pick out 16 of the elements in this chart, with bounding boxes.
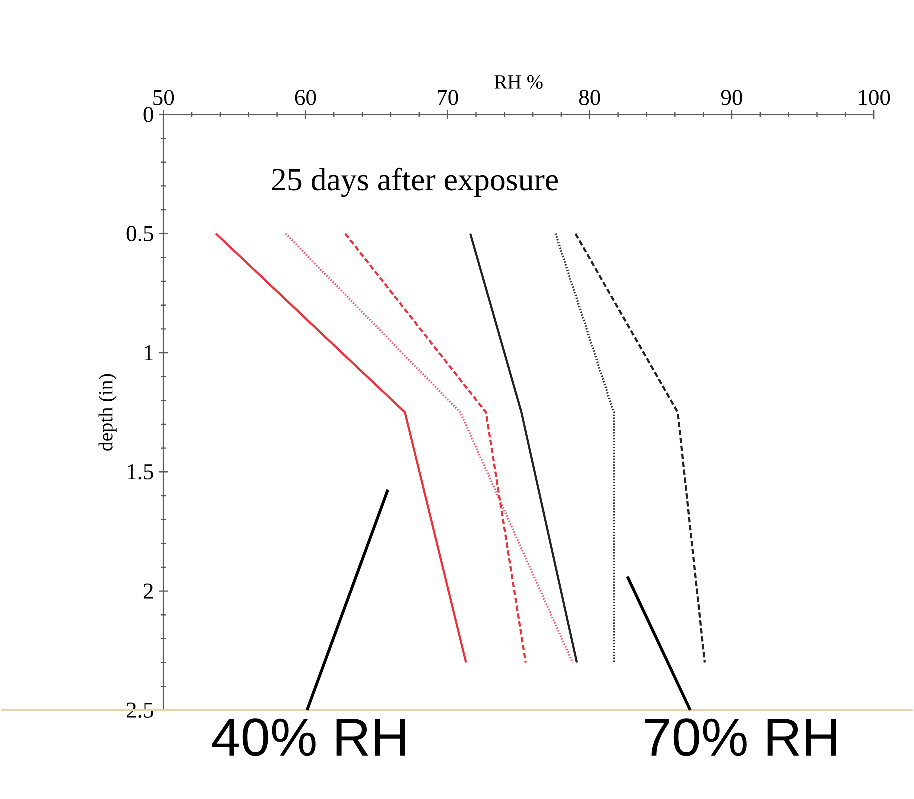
text: 40% RH: [212, 718, 405, 756]
annotation: 25 days after exposure: [272, 168, 558, 198]
y-tick-label: 0: [144, 106, 154, 122]
x-tick-label: 60: [295, 90, 316, 106]
y-tick-label: 1: [144, 345, 153, 360]
y-tick-label: 0.5: [126, 226, 154, 242]
x-tick-label: 80: [579, 90, 600, 106]
text: 70% RH: [645, 718, 836, 756]
y-axis-title: depth (in): [98, 374, 117, 451]
x-tick-label: 90: [721, 90, 742, 106]
y-tick-label: 2: [144, 584, 154, 599]
x-tick-label: 70: [438, 90, 458, 106]
x-tick-label: 50: [154, 90, 174, 106]
x-axis-title: RH %: [494, 75, 543, 89]
x-tick-label: 100: [859, 90, 890, 106]
y-tick-label: 1.5: [128, 464, 154, 480]
